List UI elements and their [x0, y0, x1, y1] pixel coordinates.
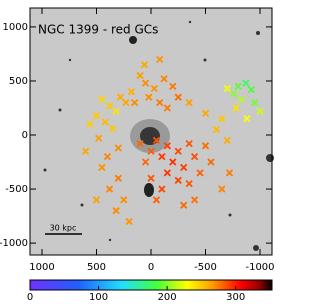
sky-image	[30, 8, 274, 255]
y-tick-label: -1000	[0, 238, 28, 249]
colorbar-tick-label: 200	[158, 292, 177, 302]
y-tick-label: -500	[5, 184, 28, 195]
y-tick-label: 500	[9, 76, 28, 87]
y-tick-label: 1000	[3, 22, 28, 33]
x-tick-label: 500	[87, 262, 106, 273]
colorbar-tick-label: 300	[226, 292, 245, 302]
x-tick-label: 0	[148, 262, 154, 273]
chart: NGC 1399 - red GCs 30 kpc 10005000-500-1…	[0, 0, 284, 302]
scale-label: 30 kpc	[50, 224, 77, 233]
colorbar-tick-label: 0	[27, 292, 33, 302]
y-tick-label: 0	[22, 130, 28, 141]
x-tick-label: -500	[194, 262, 217, 273]
x-tick-label: 1000	[29, 262, 54, 273]
colorbar-tick-label: 100	[89, 292, 108, 302]
x-tick-label: -1000	[245, 262, 274, 273]
chart-title: NGC 1399 - red GCs	[38, 23, 158, 37]
